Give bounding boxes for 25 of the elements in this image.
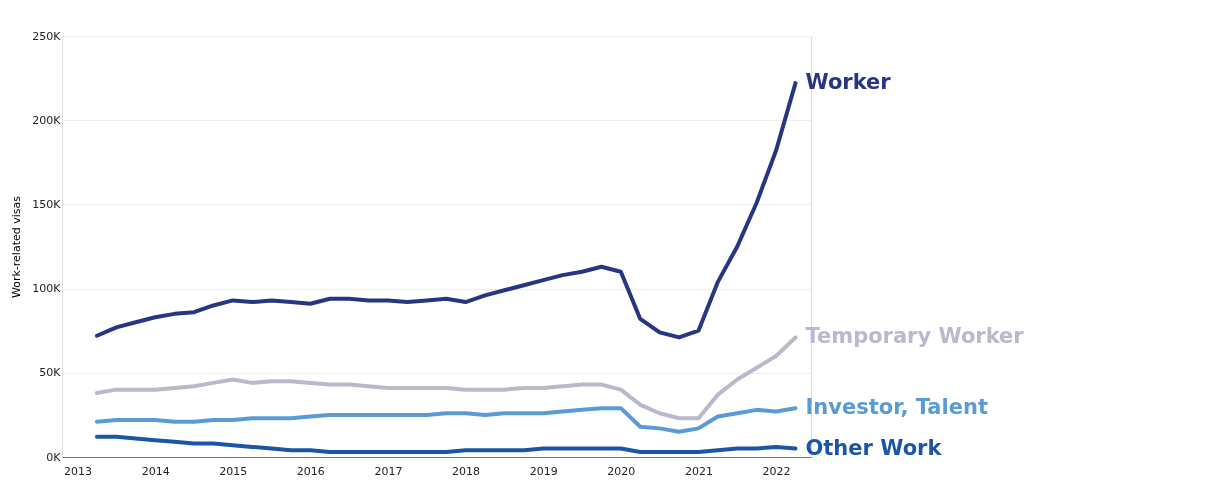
line-series	[94, 434, 798, 454]
y-tick-label: 250K	[32, 29, 62, 43]
series-label: Temporary Worker	[805, 324, 1025, 349]
y-tick-label: 200K	[32, 113, 62, 127]
x-tick-label: 2013	[64, 464, 93, 478]
series-label: Other Work	[805, 435, 943, 460]
x-tick-label: 2019	[529, 464, 558, 478]
x-tick-label: 2016	[296, 464, 325, 478]
y-tick-label: 0K	[46, 450, 62, 464]
x-tick-label: 2015	[219, 464, 248, 478]
series-label: Worker	[805, 70, 892, 95]
y-tick-label: 150K	[32, 197, 62, 211]
series-label: Investor, Talent	[805, 395, 988, 420]
y-tick-label: 50K	[39, 366, 62, 380]
y-tick-label: 100K	[32, 282, 62, 296]
y-axis-title: Work-related visas	[10, 195, 24, 298]
x-tick-label: 2022	[762, 464, 791, 478]
x-tick-label: 2021	[684, 464, 713, 478]
line-series	[94, 406, 798, 434]
x-tick-label: 2018	[452, 464, 481, 478]
x-tick-label: 2020	[607, 464, 636, 478]
line-series	[94, 81, 798, 340]
x-tick-label: 2014	[141, 464, 170, 478]
x-tick-label: 2017	[374, 464, 403, 478]
line-series	[94, 335, 798, 421]
